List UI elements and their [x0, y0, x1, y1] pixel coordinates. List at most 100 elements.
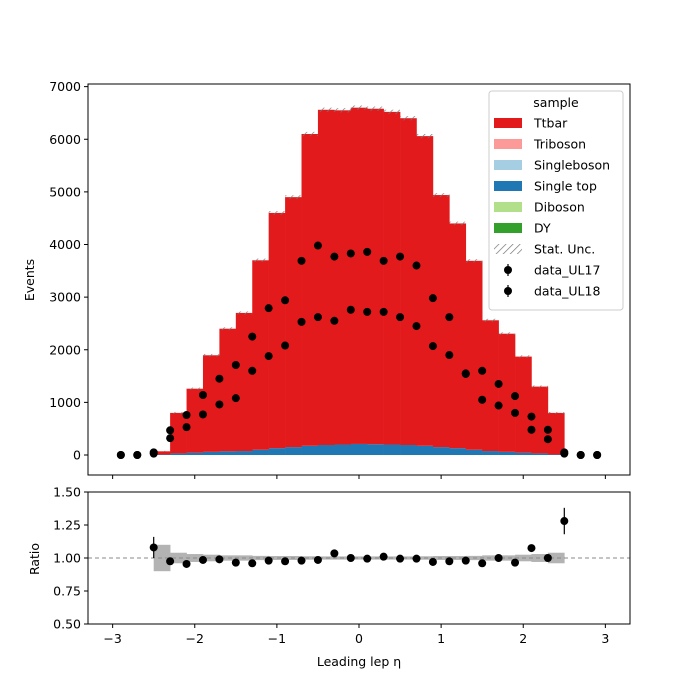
bar-ttbar-22	[515, 356, 532, 453]
data_UL18-point-9	[264, 352, 273, 361]
ratio-band-9	[301, 556, 319, 560]
bar-single-top-24	[547, 454, 565, 456]
stat-unc-16	[416, 133, 433, 139]
x-tick-label-6: 3	[601, 631, 609, 646]
main-y-tick-label-6: 6000	[49, 132, 81, 147]
stat-unc-21	[498, 332, 516, 336]
data_UL17-point-9	[264, 304, 273, 313]
bar-ttbar-15	[400, 118, 417, 446]
ratio-point-7	[264, 556, 273, 565]
legend-swatch-dy	[494, 223, 522, 233]
x-tick-label-0: −3	[103, 631, 121, 646]
stat-unc-24	[547, 411, 565, 414]
bar-single-top-13	[367, 444, 384, 456]
ratio-point-24	[543, 554, 552, 562]
ratio-y-axis: 0.50 0.75 1.00 1.25 1.50	[53, 485, 88, 632]
data_UL17-point-17	[396, 252, 405, 261]
main-y-axis-label: Events	[22, 259, 37, 301]
x-tick-label-3: 0	[355, 631, 363, 646]
bar-ttbar-7	[268, 212, 286, 449]
legend-label-ttbar: Ttbar	[533, 116, 568, 131]
data_UL17-point-13	[330, 252, 339, 261]
ratio-point-19	[461, 556, 470, 565]
stat-unc-9	[301, 131, 318, 137]
stat-unc-17	[432, 193, 450, 197]
ratio-band-21	[498, 555, 516, 561]
legend-swatch-ttbar	[494, 118, 522, 128]
stat-unc-12	[350, 105, 368, 110]
ratio-band-3	[202, 554, 220, 562]
ratio-band-12	[350, 556, 368, 560]
data_UL18-point-12	[313, 313, 322, 322]
bar-ttbar-24	[547, 412, 565, 455]
ratio-band-15	[400, 556, 417, 560]
bar-ttbar-2	[186, 388, 204, 453]
x-tick-label-5: 2	[519, 631, 527, 646]
ratio-points	[149, 507, 569, 568]
bar-single-top-15	[400, 445, 417, 456]
data_UL18-point-17	[396, 313, 405, 322]
stat-unc-6	[252, 258, 269, 262]
bar-ttbar-11	[334, 110, 352, 445]
bar-ttbar-1	[170, 412, 187, 454]
bar-ttbar-0	[153, 451, 171, 455]
data_UL17-point-14	[346, 249, 355, 258]
data_UL18-point-27	[560, 449, 569, 458]
bar-single-top-7	[268, 448, 286, 456]
data_UL17-point-26	[543, 425, 552, 434]
bar-ttbar-8	[285, 197, 302, 448]
ratio-point-0	[149, 543, 158, 552]
ratio-point-13	[363, 554, 372, 563]
data_UL18-point-11	[297, 317, 306, 326]
ratio-point-11	[330, 549, 339, 558]
data_UL18-point-3	[166, 434, 175, 443]
bar-ttbar-5	[235, 312, 253, 452]
stat-unc-15	[400, 116, 417, 121]
stat-unc-13	[367, 106, 384, 111]
data_UL17-point-3	[166, 426, 175, 435]
ratio-point-17	[428, 557, 437, 566]
legend-swatch-triboson	[494, 139, 522, 149]
data_UL18-point-0	[116, 451, 125, 460]
data_UL18-point-23	[494, 401, 503, 410]
bar-single-top-14	[383, 444, 401, 456]
bar-ttbar-18	[449, 223, 467, 449]
bar-single-top-11	[334, 444, 352, 456]
main-x-axis	[112, 475, 606, 479]
ratio-point-23	[527, 544, 536, 553]
legend-label-single-top: Single top	[534, 179, 597, 194]
bar-ttbar-12	[350, 107, 368, 444]
legend-box	[488, 90, 624, 311]
ratio-y-tick-label-4: 1.50	[53, 485, 81, 500]
legend-label-triboson: Triboson	[533, 137, 586, 152]
ratio-point-4	[215, 555, 224, 564]
data_UL18-point-29	[593, 451, 602, 460]
stat-unc-10	[317, 107, 335, 112]
data_UL17-point-20	[445, 313, 454, 322]
data_UL18-point-15	[363, 307, 372, 316]
bar-single-top-5	[235, 451, 253, 456]
x-tick-label-4: 1	[437, 631, 445, 646]
bar-ttbar-21	[498, 333, 516, 452]
bar-ttbar-17	[432, 195, 450, 448]
data_UL18-point-7	[231, 394, 240, 403]
legend-swatch-diboson	[494, 202, 522, 212]
data_UL17-point-12	[313, 241, 322, 250]
main-y-tick-label-1: 1000	[49, 395, 81, 410]
stat-unc-2	[186, 387, 203, 390]
bar-single-top-9	[301, 445, 319, 456]
data_UL18-point-5	[198, 410, 207, 419]
stat-unc-7	[268, 211, 286, 215]
legend: sample Ttbar Triboson Singleboson Single top…	[488, 90, 624, 311]
bar-single-top-20	[482, 451, 499, 456]
data_UL18-point-25	[527, 425, 536, 434]
data_UL18-point-28	[576, 451, 585, 460]
ratio-point-22	[511, 558, 520, 567]
ratio-point-14	[379, 552, 388, 561]
data_UL18-point-14	[346, 305, 355, 314]
bar-single-top-18	[449, 448, 467, 456]
bar-ttbar-20	[482, 320, 499, 452]
stat-unc-1	[170, 411, 187, 414]
stat-unc-5	[235, 311, 253, 315]
